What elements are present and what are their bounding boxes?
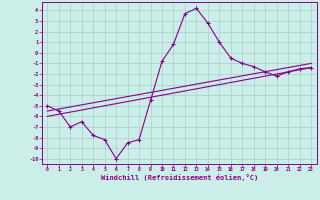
X-axis label: Windchill (Refroidissement éolien,°C): Windchill (Refroidissement éolien,°C) xyxy=(100,174,258,181)
